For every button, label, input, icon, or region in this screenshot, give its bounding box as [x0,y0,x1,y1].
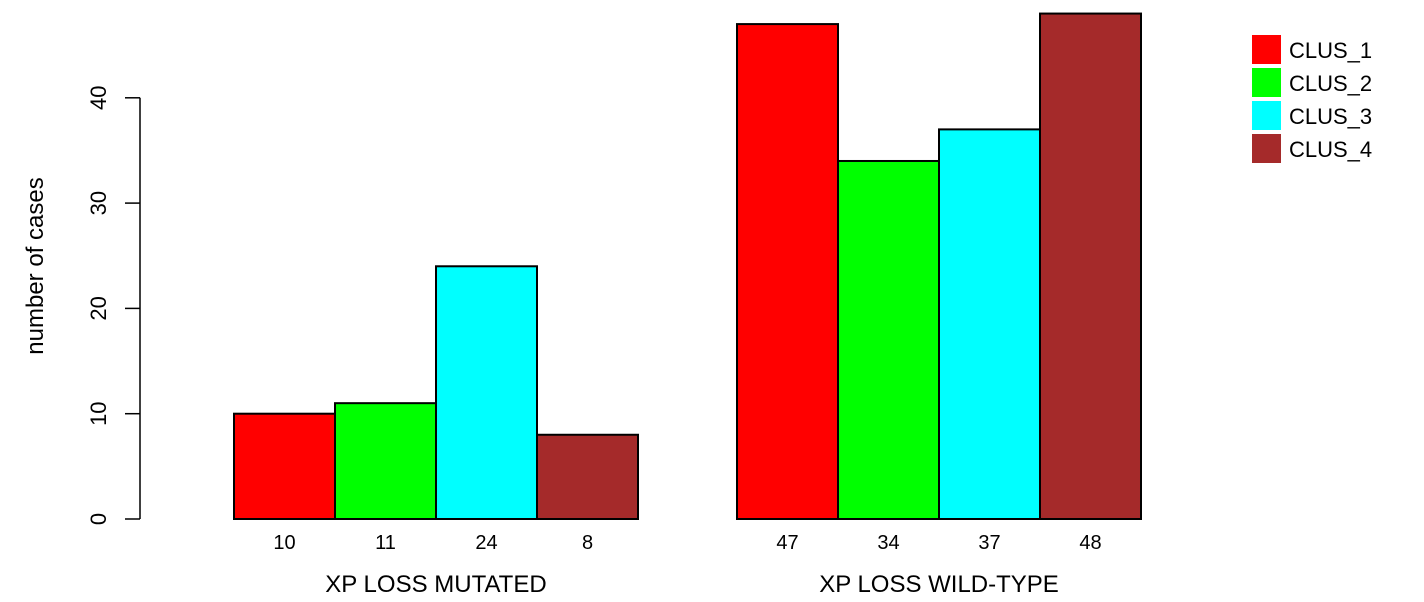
bar-clus-1-1 [233,412,336,521]
bar-clus-2-2 [837,159,940,520]
y-tick-label: 10 [86,401,111,425]
bar-value-label: 8 [582,532,593,554]
legend-label: CLUS_4 [1289,137,1372,162]
bar-clus-4-1 [536,433,639,521]
y-tick-label: 30 [86,191,111,215]
legend-swatch [1252,134,1281,163]
y-tick-label: 0 [86,513,111,525]
legend-label: CLUS_2 [1289,71,1372,96]
bar-value-label: 24 [475,532,497,554]
legend-label: CLUS_3 [1289,104,1372,129]
bar-value-label: 34 [877,532,899,554]
legend-label: CLUS_1 [1289,38,1372,63]
bars [233,12,1142,521]
y-tick-label: 40 [86,86,111,110]
group-labels: XP LOSS MUTATED XP LOSS WILD-TYPE [325,571,1059,598]
bar-clus-3-2 [938,128,1041,520]
bar-value-label: 37 [978,532,1000,554]
group-label: XP LOSS MUTATED [325,571,546,598]
legend: CLUS_1 CLUS_2 CLUS_3 CLUS_4 [1252,35,1372,163]
bar-clus-3-1 [435,265,538,520]
legend-swatch [1252,68,1281,97]
bar-value-labels: 10 11 24 8 47 34 37 48 [273,532,1101,554]
y-axis-title: number of cases [22,177,49,354]
bar-clus-1-2 [736,23,839,521]
y-axis: 0 10 20 30 40 [86,86,141,525]
bar-value-label: 48 [1079,532,1101,554]
group-label: XP LOSS WILD-TYPE [819,571,1059,598]
bar-value-label: 10 [273,532,295,554]
bar-value-label: 11 [375,532,396,554]
bar-clus-2-1 [334,402,437,521]
legend-swatch [1252,101,1281,130]
legend-swatch [1252,35,1281,64]
y-tick-label: 20 [86,296,111,320]
bar-value-label: 47 [776,532,798,554]
bar-clus-4-2 [1039,12,1142,521]
